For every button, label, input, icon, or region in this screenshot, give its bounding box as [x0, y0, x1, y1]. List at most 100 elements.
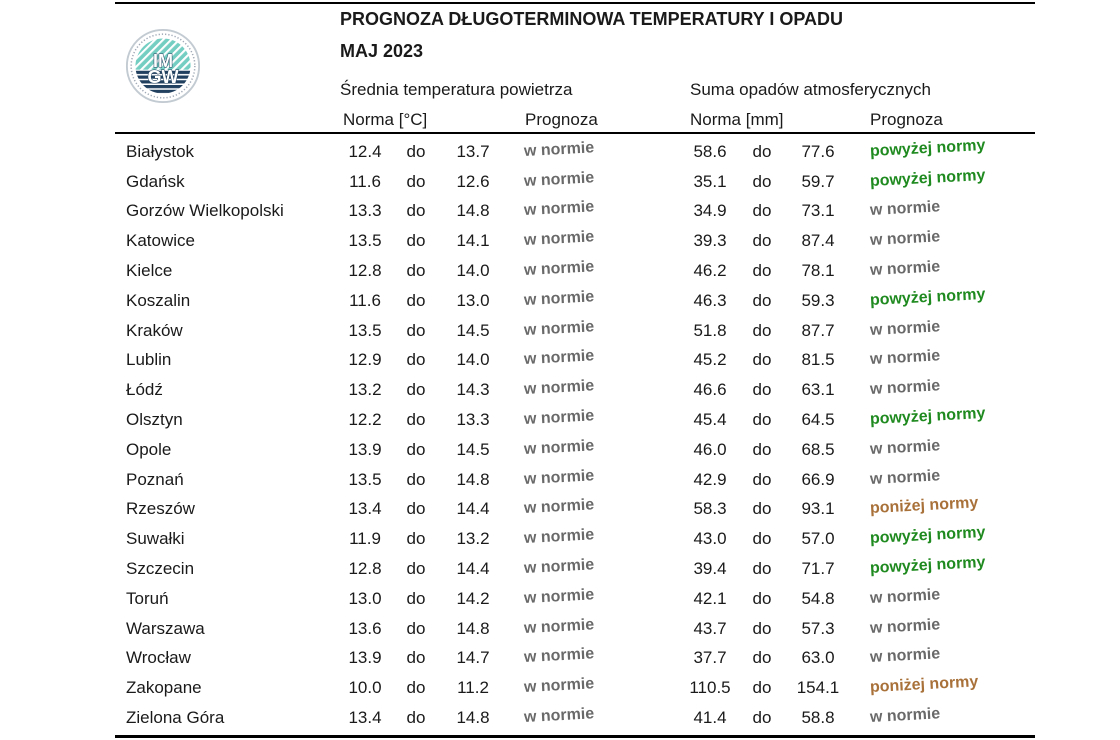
precip-separator: do — [752, 261, 772, 281]
precip-separator: do — [752, 231, 772, 251]
temp-norm-min: 11.9 — [349, 529, 381, 549]
temp-norm-max: 13.2 — [456, 529, 490, 549]
table-row: Kraków 13.5 do 14.5 w normie 51.8 do 87.… — [0, 316, 1120, 346]
precip-forecast: powyżej normy — [869, 285, 986, 309]
city-name: Białystok — [126, 141, 195, 161]
precip-norm-min: 34.9 — [693, 201, 727, 221]
temp-norm-min: 13.5 — [348, 469, 382, 489]
temp-forecast: w normie — [523, 586, 595, 607]
temp-norm-min: 12.4 — [348, 141, 382, 161]
table-row: Gdańsk 11.6 do 12.6 w normie 35.1 do 59.… — [0, 167, 1120, 197]
precip-norm-min: 43.7 — [693, 618, 727, 638]
temp-forecast: w normie — [523, 288, 595, 309]
temp-forecast: w normie — [523, 675, 595, 697]
city-name: Koszalin — [126, 290, 191, 310]
precip-norm-max: 59.3 — [801, 290, 835, 310]
city-name: Wrocław — [126, 648, 191, 668]
temp-norma-column-header: Norma [°C] — [343, 110, 428, 129]
temp-norm-min: 13.4 — [348, 499, 382, 519]
precip-norm-max: 57.0 — [801, 529, 835, 549]
precip-norm-max: 63.0 — [801, 648, 835, 668]
table-row: Toruń 13.0 do 14.2 w normie 42.1 do 54.8… — [0, 584, 1120, 614]
temp-separator: do — [406, 231, 426, 251]
temp-norm-max: 12.6 — [456, 171, 490, 191]
temp-norm-max: 14.4 — [456, 559, 490, 579]
precip-forecast: powyżej normy — [869, 405, 986, 429]
temp-forecast: w normie — [523, 347, 595, 369]
temp-norm-min: 12.8 — [348, 261, 382, 281]
precip-separator: do — [752, 708, 772, 728]
temp-forecast: w normie — [523, 377, 595, 399]
precip-norm-min: 43.0 — [693, 529, 727, 549]
precip-norm-max: 87.7 — [801, 320, 835, 340]
temp-norm-min: 12.9 — [348, 350, 382, 370]
table-row: Suwałki 11.9 do 13.2 w normie 43.0 do 57… — [0, 524, 1120, 554]
imgw-logo: IM GW — [125, 28, 201, 104]
precip-forecast: w normie — [869, 645, 941, 667]
page-title: PROGNOZA DŁUGOTERMINOWA TEMPERATURY I OP… — [340, 9, 843, 29]
precip-norm-max: 93.1 — [801, 499, 835, 519]
precip-norm-max: 87.4 — [801, 231, 835, 251]
table-top-border — [115, 2, 1035, 4]
city-name: Poznań — [126, 469, 184, 489]
temp-separator: do — [406, 410, 426, 430]
temp-norm-max: 14.1 — [456, 231, 490, 251]
table-row: Koszalin 11.6 do 13.0 w normie 46.3 do 5… — [0, 286, 1120, 316]
precip-separator: do — [752, 350, 772, 370]
table-row: Gorzów Wielkopolski 13.3 do 14.8 w normi… — [0, 197, 1120, 227]
temp-separator: do — [406, 141, 426, 161]
precip-norm-max: 81.5 — [801, 350, 835, 370]
temp-norm-min: 11.6 — [349, 171, 381, 191]
precip-norm-max: 64.5 — [801, 410, 835, 430]
precip-norm-max: 58.8 — [801, 708, 835, 728]
temp-norm-min: 13.5 — [348, 320, 382, 340]
table-row: Zakopane 10.0 do 11.2 w normie 110.5 do … — [0, 673, 1120, 703]
temp-norm-max: 14.7 — [456, 648, 490, 668]
precip-forecast: powyżej normy — [869, 554, 986, 578]
temp-norm-min: 13.9 — [348, 439, 382, 459]
precip-norm-min: 35.1 — [693, 171, 727, 191]
precip-separator: do — [752, 171, 772, 191]
city-name: Opole — [126, 439, 172, 459]
city-name: Toruń — [126, 588, 169, 608]
precip-separator: do — [752, 380, 772, 400]
precip-forecast: w normie — [869, 705, 941, 727]
temp-norm-min: 12.2 — [348, 410, 382, 430]
temp-separator: do — [406, 559, 426, 579]
city-name: Lublin — [126, 350, 172, 370]
temp-forecast: w normie — [523, 615, 595, 637]
temp-separator: do — [406, 290, 426, 310]
temp-forecast: w normie — [523, 169, 595, 190]
temp-norm-max: 14.8 — [456, 201, 490, 221]
precip-forecast: powyżej normy — [869, 166, 986, 190]
temp-separator: do — [406, 469, 426, 489]
temp-norm-min: 13.0 — [348, 588, 382, 608]
precip-forecast: w normie — [869, 377, 941, 399]
temp-forecast: w normie — [523, 258, 595, 280]
temp-norm-min: 13.9 — [348, 648, 382, 668]
city-name: Kielce — [126, 261, 173, 281]
city-name: Katowice — [126, 231, 195, 251]
temp-norm-max: 14.5 — [456, 439, 490, 459]
precip-norm-min: 37.7 — [693, 648, 727, 668]
precip-norm-max: 71.7 — [801, 559, 835, 579]
precip-norm-min: 46.6 — [693, 380, 727, 400]
logo-ring-text — [130, 33, 196, 99]
precip-norm-min: 58.6 — [693, 141, 727, 161]
temp-norm-min: 13.5 — [348, 231, 382, 251]
temp-norm-max: 14.2 — [456, 588, 490, 608]
temp-norm-min: 12.8 — [348, 559, 382, 579]
temp-forecast: w normie — [523, 556, 595, 578]
temp-separator: do — [406, 261, 426, 281]
temp-norm-min: 11.6 — [349, 290, 381, 310]
precip-separator: do — [752, 439, 772, 459]
precip-norm-min: 41.4 — [693, 708, 727, 728]
temp-separator: do — [406, 648, 426, 668]
month-subtitle: MAJ 2023 — [340, 41, 424, 61]
precip-norm-min: 45.4 — [693, 410, 727, 430]
precip-separator: do — [752, 290, 772, 310]
precip-separator: do — [752, 201, 772, 221]
precip-separator: do — [752, 529, 772, 549]
temp-norm-max: 14.4 — [456, 499, 490, 519]
temp-forecast: w normie — [523, 228, 595, 250]
